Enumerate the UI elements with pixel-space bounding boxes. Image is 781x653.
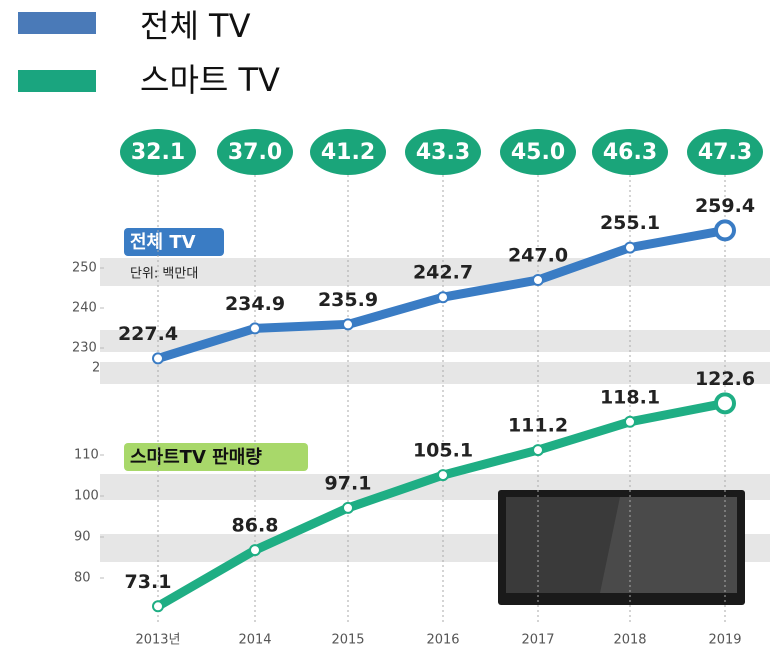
- share-label: 43.3: [416, 140, 470, 165]
- share-bubble: [310, 129, 386, 175]
- share-bubble: [405, 129, 481, 175]
- value-label: 235.9: [318, 289, 378, 311]
- point: [152, 600, 164, 613]
- y-tick-label: 110: [74, 448, 99, 463]
- value-label: 73.1: [125, 571, 172, 593]
- axis-break-label: 2: [92, 361, 100, 376]
- share-bubble: [217, 129, 293, 175]
- y-tick-label: 230: [72, 341, 97, 356]
- y-tick-label: 250: [72, 261, 97, 276]
- point: [152, 352, 164, 365]
- band: [100, 330, 770, 352]
- point: [249, 544, 261, 557]
- value-label: 255.1: [600, 212, 660, 234]
- band: [100, 258, 770, 286]
- legend-label: 전체 TV: [140, 7, 251, 45]
- y-tick-label: 100: [74, 489, 99, 504]
- series-label: 전체 TV: [130, 232, 196, 253]
- value-label: 97.1: [325, 472, 372, 494]
- y-tick-label: 240: [72, 301, 97, 316]
- share-bubble: [592, 129, 668, 175]
- value-label: 227.4: [118, 323, 178, 345]
- legend-label: 스마트 TV: [140, 61, 280, 99]
- legend-swatch: [18, 12, 96, 34]
- share-bubble: [500, 129, 576, 175]
- value-label: 122.6: [695, 368, 755, 390]
- x-tick-label: 2017: [521, 633, 554, 648]
- share-label: 32.1: [131, 140, 185, 165]
- point: [342, 501, 354, 514]
- unit-note: 단위: 백만대: [130, 267, 198, 282]
- legend-swatch: [18, 70, 96, 92]
- band: [100, 362, 770, 384]
- point: [714, 392, 736, 415]
- point: [249, 322, 261, 335]
- point: [714, 219, 736, 242]
- point: [624, 241, 636, 254]
- value-label: 259.4: [695, 195, 755, 217]
- x-tick-label: 2015: [331, 633, 364, 648]
- series-label: 스마트TV 판매량: [130, 447, 262, 468]
- share-bubble: [687, 129, 763, 175]
- x-tick-label: 2013년: [135, 633, 180, 648]
- share-label: 45.0: [511, 140, 565, 165]
- value-label: 118.1: [600, 386, 660, 408]
- value-label: 247.0: [508, 245, 568, 267]
- x-tick-label: 2018: [613, 633, 646, 648]
- tv-image: [498, 490, 745, 605]
- value-label: 242.7: [413, 262, 473, 284]
- share-label: 37.0: [228, 140, 282, 165]
- x-tick-label: 2019: [708, 633, 741, 648]
- value-label: 111.2: [508, 415, 568, 437]
- y-tick-label: 90: [74, 530, 91, 545]
- point: [532, 444, 544, 457]
- point: [532, 274, 544, 286]
- point: [437, 469, 449, 482]
- label-box: [124, 228, 224, 256]
- point: [624, 415, 636, 428]
- y-tick-label: 80: [74, 571, 91, 586]
- label-box: [124, 443, 308, 471]
- x-tick-label: 2014: [238, 633, 271, 648]
- value-label: 86.8: [232, 515, 279, 537]
- point: [437, 291, 449, 304]
- share-label: 41.2: [321, 140, 375, 165]
- share-bubble: [120, 129, 196, 175]
- share-label: 46.3: [603, 140, 657, 165]
- value-label: 234.9: [225, 293, 285, 315]
- share-label: 47.3: [698, 140, 752, 165]
- value-label: 105.1: [413, 440, 473, 462]
- x-tick-label: 2016: [426, 633, 459, 648]
- point: [342, 318, 354, 331]
